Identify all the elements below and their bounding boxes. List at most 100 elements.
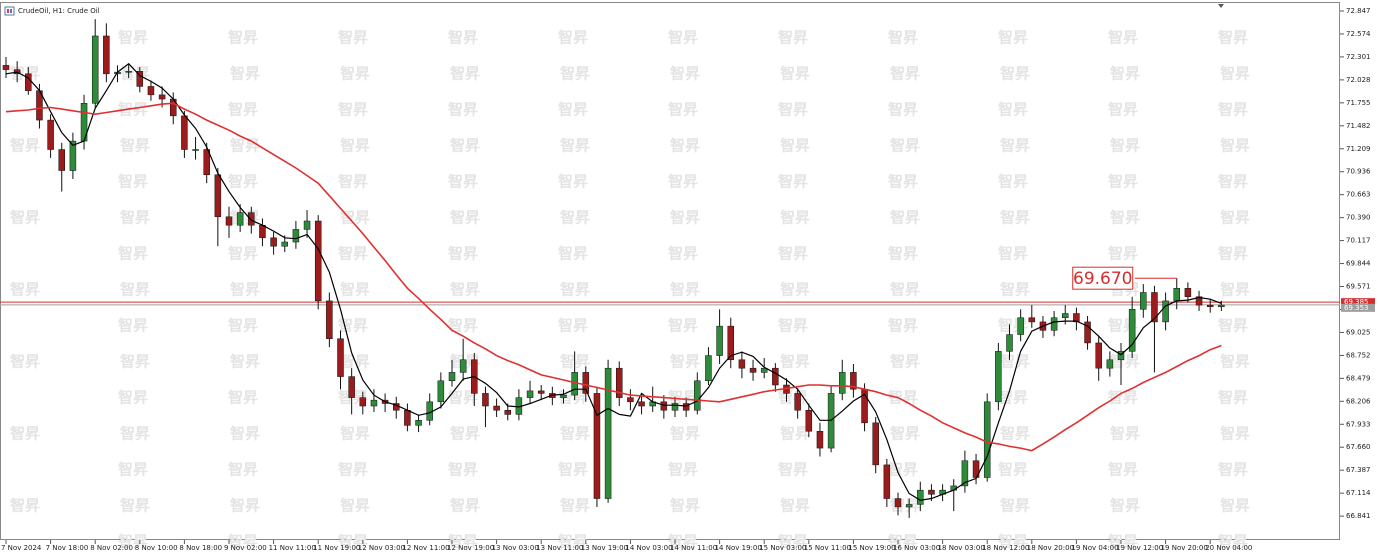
watermark: 智昇 <box>780 281 810 299</box>
candle-body <box>69 140 77 171</box>
watermark: 智昇 <box>1110 137 1140 155</box>
candle-body <box>1006 334 1013 352</box>
candle-body <box>303 220 311 230</box>
y-tick-label: 69.571 <box>1346 283 1371 291</box>
scroll-marker <box>1218 4 1224 8</box>
watermark: 智昇 <box>118 389 148 407</box>
candle-body <box>404 409 411 426</box>
watermark: 智昇 <box>560 137 590 155</box>
watermark: 智昇 <box>230 353 260 371</box>
watermark: 智昇 <box>230 281 260 299</box>
candle-body <box>627 397 634 403</box>
price-tag <box>1341 298 1375 307</box>
candle-body <box>1128 309 1136 352</box>
watermark: 智昇 <box>1110 353 1140 371</box>
x-tick-label: 20 Nov 04:00 <box>1205 544 1252 552</box>
candle-body <box>270 237 277 247</box>
candle-body <box>504 409 511 415</box>
x-tick-label: 13 Nov 19:00 <box>581 544 628 552</box>
watermark: 智昇 <box>340 281 370 299</box>
candle-body <box>850 372 857 390</box>
watermark: 智昇 <box>228 461 258 479</box>
candle-body <box>905 504 913 508</box>
watermark: 智昇 <box>228 389 258 407</box>
y-tick-label: 70.663 <box>1346 191 1371 199</box>
candle-body <box>125 71 132 73</box>
watermark: 智昇 <box>120 209 150 227</box>
candle-body <box>1162 300 1169 323</box>
candle-body <box>1017 317 1024 335</box>
watermark: 智昇 <box>890 497 920 515</box>
watermark: 智昇 <box>450 65 480 83</box>
candle-body <box>816 431 824 449</box>
watermark: 智昇 <box>780 137 810 155</box>
watermark: 智昇 <box>890 425 920 443</box>
watermark: 智昇 <box>228 101 258 119</box>
watermark: 智昇 <box>1218 533 1248 551</box>
candle-body <box>292 229 300 243</box>
x-tick-label: 8 Nov 18:00 <box>179 544 222 552</box>
y-tick-label: 67.660 <box>1346 443 1371 451</box>
watermark: 智昇 <box>1218 173 1248 191</box>
watermark: 智昇 <box>450 425 480 443</box>
watermark: 智昇 <box>888 389 918 407</box>
watermark: 智昇 <box>668 389 698 407</box>
watermark: 智昇 <box>450 497 480 515</box>
candle-body <box>2 65 10 70</box>
watermark: 智昇 <box>558 245 588 263</box>
watermark: 智昇 <box>1108 173 1138 191</box>
candle-body <box>1062 313 1069 318</box>
watermark: 智昇 <box>1108 533 1138 551</box>
candle-body <box>727 325 734 361</box>
x-tick-label: 13 Nov 03:00 <box>492 544 539 552</box>
watermark: 智昇 <box>1108 245 1138 263</box>
candle-body <box>1195 296 1203 306</box>
candle-body <box>694 380 701 411</box>
watermark: 智昇 <box>1108 461 1138 479</box>
watermark: 智昇 <box>448 101 478 119</box>
watermark: 智昇 <box>998 389 1028 407</box>
watermark: 智昇 <box>338 29 368 47</box>
candle-body <box>560 394 567 398</box>
y-tick-label: 68.479 <box>1346 374 1371 382</box>
watermark: 智昇 <box>780 65 810 83</box>
candle-body <box>348 376 355 398</box>
y-tick-label: 66.841 <box>1346 512 1371 520</box>
watermark: 智昇 <box>1220 353 1250 371</box>
watermark: 智昇 <box>1220 425 1250 443</box>
x-tick-label: 14 Nov 03:00 <box>625 544 672 552</box>
x-tick-label: 8 Nov 02:00 <box>90 544 133 552</box>
watermark: 智昇 <box>340 209 370 227</box>
watermark: 智昇 <box>778 29 808 47</box>
candle-body <box>638 401 645 407</box>
candle-body <box>526 390 534 398</box>
watermark: 智昇 <box>10 353 40 371</box>
candle-body <box>995 351 1002 403</box>
x-tick-label: 18 Nov 20:00 <box>1027 544 1074 552</box>
watermark: 智昇 <box>670 281 700 299</box>
candle-body <box>259 224 266 239</box>
y-tick-label: 72.574 <box>1346 30 1371 38</box>
watermark: 智昇 <box>10 281 40 299</box>
watermark: 智昇 <box>448 317 478 335</box>
x-tick-label: 9 Nov 02:00 <box>224 544 267 552</box>
candle-body <box>236 212 244 226</box>
candle-body <box>181 115 188 150</box>
y-tick-label: 72.028 <box>1346 76 1371 84</box>
candle-body <box>1106 359 1114 369</box>
watermark: 智昇 <box>998 533 1028 551</box>
watermark: 智昇 <box>1218 29 1248 47</box>
watermark: 智昇 <box>890 65 920 83</box>
candle-body <box>1050 317 1058 331</box>
candle-body <box>136 71 144 87</box>
candle-body <box>682 403 690 411</box>
moving-average <box>5 102 1222 452</box>
watermark: 智昇 <box>1000 425 1030 443</box>
y-tick-label: 67.114 <box>1346 489 1371 497</box>
watermark: 智昇 <box>1108 101 1138 119</box>
candle-body <box>1084 321 1091 344</box>
watermark: 智昇 <box>888 461 918 479</box>
watermark: 智昇 <box>998 101 1028 119</box>
watermark: 智昇 <box>230 425 260 443</box>
watermark: 智昇 <box>338 173 368 191</box>
